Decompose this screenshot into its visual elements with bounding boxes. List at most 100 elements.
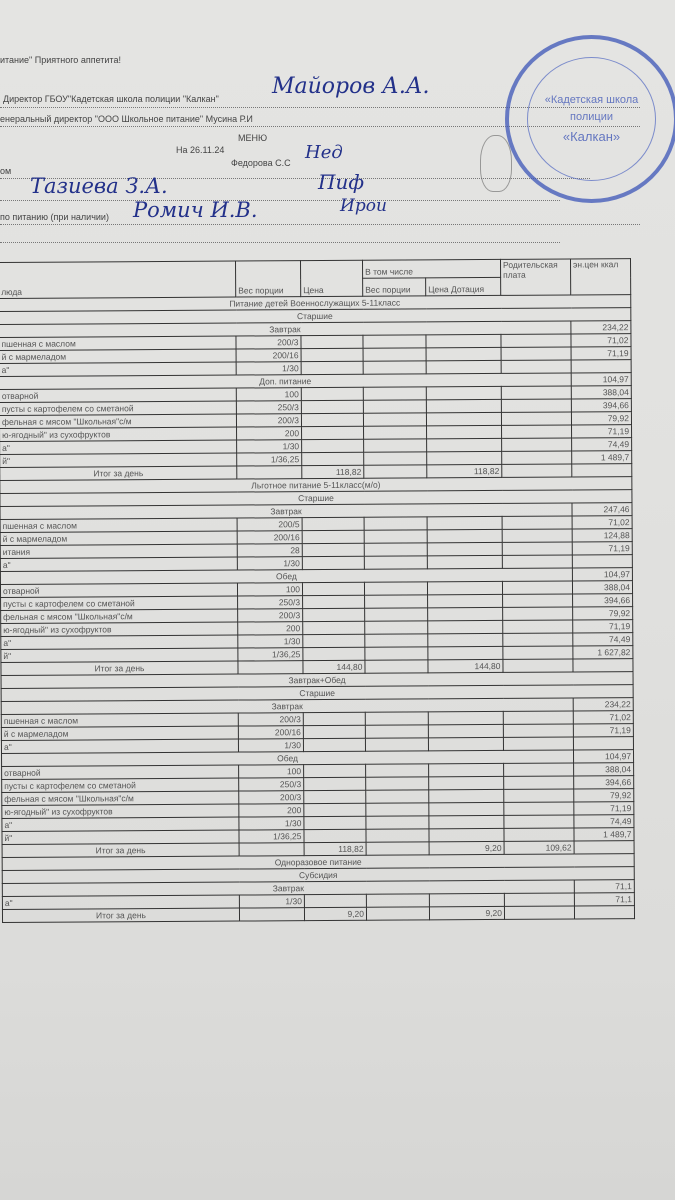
meal-kcal: 234,22 xyxy=(573,697,634,711)
parent-fee-cell xyxy=(501,360,572,374)
portion-weight: 100 xyxy=(238,764,304,779)
sub-weight-cell xyxy=(363,347,427,362)
portion-weight: 200 xyxy=(237,621,303,636)
chef-drawing xyxy=(480,135,512,192)
parent-fee-cell xyxy=(502,515,573,530)
parent-fee-cell xyxy=(502,606,573,621)
price-cell xyxy=(301,361,364,375)
sub-weight-cell xyxy=(363,438,427,453)
portion-weight: 200/16 xyxy=(236,348,302,363)
total-price: 118,82 xyxy=(301,465,364,479)
parent-fee-cell xyxy=(502,554,573,569)
signature-3-mark: Ирои xyxy=(340,196,387,216)
portion-weight: 28 xyxy=(237,543,303,558)
total-sub-price: 144,80 xyxy=(427,659,504,673)
meal-kcal: 104,97 xyxy=(572,567,633,581)
total-row: Итог за день 9,20 9,20 xyxy=(2,905,635,923)
sub-price-cell xyxy=(427,516,503,530)
signature-line xyxy=(0,200,560,201)
sub-weight-cell xyxy=(366,893,430,908)
energy-kcal xyxy=(571,463,632,477)
energy-kcal xyxy=(572,658,634,672)
energy-kcal: 388,04 xyxy=(571,385,632,400)
price-cell xyxy=(303,829,367,843)
energy-kcal: 74,49 xyxy=(573,814,634,828)
fedorova-signature: Нед xyxy=(305,142,343,163)
portion-weight xyxy=(236,465,302,480)
general-director-label: енеральный директор "ООО Школьное питани… xyxy=(0,114,253,124)
price-cell xyxy=(303,777,366,791)
price-cell xyxy=(301,439,364,453)
director-signature: Майоров А.А. xyxy=(272,74,430,99)
total-sub-price: 9,20 xyxy=(429,906,505,920)
total-sub-price: 118,82 xyxy=(426,464,502,478)
parent-fee-cell xyxy=(502,619,573,634)
sub-price-cell xyxy=(428,828,505,842)
menu-title: МЕНЮ xyxy=(238,133,268,143)
col-price: Цена xyxy=(300,260,363,297)
menu-date: На 26.11.24 xyxy=(176,145,225,155)
parent-fee-cell xyxy=(502,593,573,608)
sub-weight-cell xyxy=(363,451,427,466)
portion-weight: 200/5 xyxy=(237,517,303,532)
price-cell xyxy=(303,725,366,739)
signature-2-mark: Пиф xyxy=(318,170,364,194)
total-price: 144,80 xyxy=(302,660,366,674)
signature-line xyxy=(0,107,640,108)
parent-fee-cell xyxy=(501,437,572,452)
price-cell xyxy=(302,621,365,635)
sub-price-cell xyxy=(428,802,504,816)
total-parent-fee xyxy=(502,658,574,673)
sub-weight-cell xyxy=(364,542,428,557)
sub-weight-cell xyxy=(363,386,427,401)
meal-kcal: 104,97 xyxy=(571,372,632,387)
header-line: итание" Приятного аппетита! xyxy=(0,55,121,65)
parent-fee-cell xyxy=(501,450,572,465)
sub-weight-cell xyxy=(364,516,428,531)
portion-weight: 250/3 xyxy=(238,777,304,792)
energy-kcal: 394,66 xyxy=(572,593,633,607)
energy-kcal: 388,04 xyxy=(572,580,633,594)
energy-kcal xyxy=(574,905,635,919)
sub-weight-cell xyxy=(366,841,430,856)
meal-kcal: 71,1 xyxy=(574,879,635,893)
energy-kcal: 388,04 xyxy=(573,762,634,776)
sub-price-cell xyxy=(427,555,503,569)
signature-line xyxy=(0,178,590,179)
stamp-text: «Калкан» xyxy=(562,129,621,144)
sub-price-cell xyxy=(427,633,503,647)
total-label: Итог за день xyxy=(2,908,240,923)
price-cell xyxy=(301,413,364,427)
parent-fee-cell xyxy=(503,723,574,738)
energy-kcal: 71,1 xyxy=(574,892,635,906)
energy-kcal: 71,19 xyxy=(573,801,634,815)
energy-kcal: 71,19 xyxy=(571,424,632,438)
portion-weight: 1/30 xyxy=(238,738,304,753)
portion-weight: 200/3 xyxy=(238,790,304,805)
price-cell xyxy=(303,816,366,830)
price-cell xyxy=(302,634,365,648)
table-header-row: люда Вес порции Цена В том числе Родител… xyxy=(0,258,631,299)
stamp-text: «Кадетская школа xyxy=(544,94,639,106)
sub-price-cell xyxy=(427,620,503,634)
total-sub-price: 9,20 xyxy=(429,841,505,855)
sub-price-cell xyxy=(426,438,502,452)
sub-price-cell xyxy=(426,360,502,374)
parent-fee-cell xyxy=(503,775,574,790)
energy-kcal: 74,49 xyxy=(572,632,633,646)
portion-weight: 200/3 xyxy=(236,413,302,428)
energy-kcal: 1 489,7 xyxy=(573,827,635,841)
col-portion-weight: Вес порции xyxy=(235,260,301,298)
total-parent-fee xyxy=(504,905,575,920)
portion-weight: 250/3 xyxy=(237,595,303,610)
sub-weight-cell xyxy=(365,789,429,804)
portion-weight: 1/30 xyxy=(238,816,304,831)
sub-weight-cell xyxy=(364,659,429,674)
portion-weight: 200 xyxy=(236,426,302,441)
sub-price-cell xyxy=(428,789,504,803)
signature-2: Тазиева З.А. xyxy=(30,174,168,198)
fedorova-label: Федорова С.С xyxy=(231,158,291,168)
col-including: В том числе xyxy=(362,259,501,279)
price-cell xyxy=(302,608,365,622)
sub-weight-cell xyxy=(365,776,429,791)
